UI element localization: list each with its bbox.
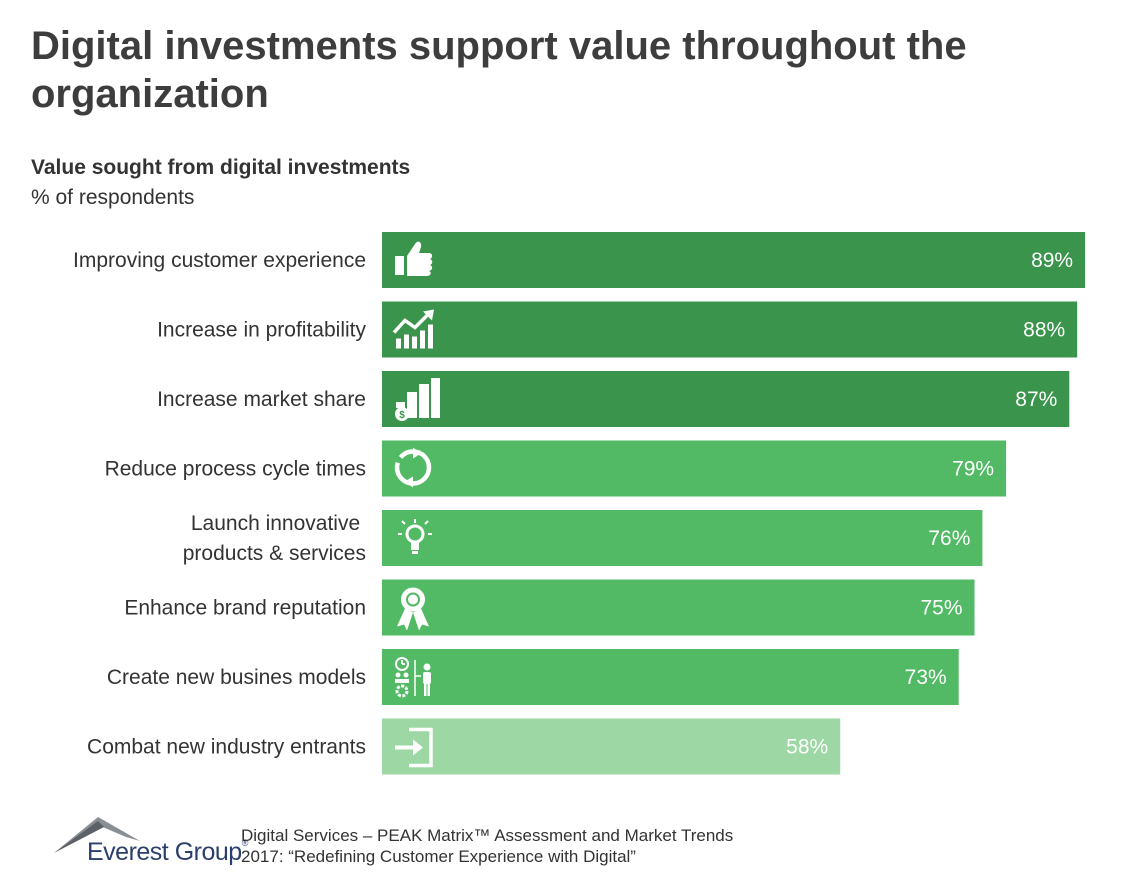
- bar-chart: 89% Improving customer experience 88% Incre…: [73, 232, 1086, 775]
- source-note: Digital Services – PEAK Matrix™ Assessme…: [241, 825, 733, 867]
- value-label-7: 73%: [905, 666, 947, 689]
- logo-name: Everest Group: [87, 838, 242, 866]
- svg-text:$: $: [399, 410, 405, 421]
- money-bars-icon: $: [395, 378, 440, 421]
- bar-3: [382, 371, 1070, 427]
- category-label-5-line-2: products & services: [183, 542, 366, 565]
- category-label-5-line-1: Launch innovative: [191, 512, 366, 535]
- value-label-6: 75%: [920, 597, 962, 620]
- bar-6: [382, 579, 975, 636]
- value-label-5: 76%: [928, 527, 970, 550]
- cycle-arrows-icon: [394, 447, 432, 488]
- bar-1: [382, 232, 1086, 288]
- bar-8: [382, 718, 841, 775]
- lightbulb-icon: [398, 519, 432, 554]
- value-label-4: 79%: [952, 458, 994, 481]
- unit-label: % of respondents: [31, 186, 195, 209]
- category-label-2: Increase in profitability: [157, 319, 366, 342]
- category-label-5: Launch innovative products & services: [183, 512, 366, 565]
- value-label-2: 88%: [1023, 319, 1065, 342]
- growth-chart-icon: [392, 309, 434, 349]
- thumbs-up-icon: [395, 241, 433, 276]
- bar-2: [382, 301, 1078, 358]
- bar-4: [382, 440, 1007, 497]
- enter-door-icon: [395, 727, 433, 768]
- bar-7: [382, 649, 959, 705]
- category-label-8: Combat new industry entrants: [87, 736, 366, 759]
- everest-group-logo: Everest Group®: [87, 838, 248, 867]
- page-title: Digital investments support value throug…: [31, 24, 967, 116]
- value-label-3: 87%: [1015, 388, 1057, 411]
- source-line-1: Digital Services – PEAK Matrix™ Assessme…: [241, 826, 734, 845]
- category-label-6: Enhance brand reputation: [124, 597, 366, 620]
- category-label-4: Reduce process cycle times: [105, 458, 366, 481]
- value-label-8: 58%: [786, 736, 828, 759]
- everest-mountain-icon: [54, 817, 140, 853]
- award-ribbon-icon: [397, 587, 429, 631]
- source-line-2: 2017: “Redefining Customer Experience wi…: [241, 847, 636, 866]
- category-label-7: Create new busines models: [107, 666, 366, 689]
- category-label-1: Improving customer experience: [73, 249, 366, 272]
- chart-subtitle: Value sought from digital investments: [31, 156, 411, 179]
- logo-registered-mark: ®: [241, 838, 249, 848]
- value-label-1: 89%: [1031, 249, 1073, 272]
- business-model-icon: [395, 657, 431, 698]
- bar-5: [382, 510, 983, 566]
- category-label-3: Increase market share: [157, 388, 366, 411]
